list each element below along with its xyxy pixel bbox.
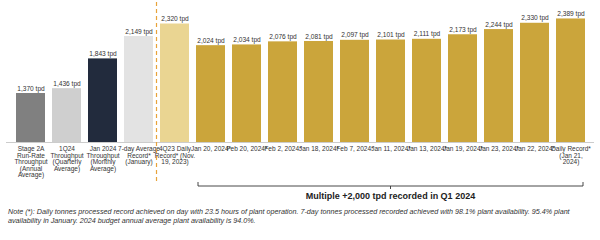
svg-text:2,101 tpd: 2,101 tpd (377, 31, 405, 39)
svg-text:Jan 23, 2024*: Jan 23, 2024* (479, 145, 520, 152)
svg-text:Jan 2024Throughput(MonthlyAver: Jan 2024Throughput(MonthlyAverage) (86, 145, 119, 173)
svg-text:Jan 20, 2024*: Jan 20, 2024* (191, 145, 232, 152)
svg-text:2,330 tpd: 2,330 tpd (521, 14, 549, 22)
svg-text:Feb 7, 2024*: Feb 7, 2024* (336, 145, 374, 152)
html-text:Note (*): Daily tonnes process: Note (*): Daily tonnes processed record … (8, 207, 570, 225)
svg-text:2,111 tpd: 2,111 tpd (414, 30, 441, 38)
html-text:Record*: Record* (127, 151, 151, 159)
svg-text:Jan 22, 2024*: Jan 22, 2024* (515, 145, 556, 152)
svg-text:1,843 tpd: 1,843 tpd (89, 50, 117, 58)
svg-text:Multiple +2,000 tpd recorded i: Multiple +2,000 tpd recorded in Q1 2024 (306, 191, 475, 201)
svg-text:Feb 20, 2024*: Feb 20, 2024* (227, 145, 268, 152)
svg-text:Stage 2ARun-RateThroughput(Ann: Stage 2ARun-RateThroughput(AnnualAverage… (14, 145, 47, 179)
svg-text:1,370 tpd: 1,370 tpd (17, 85, 45, 93)
svg-text:Jan 18, 2024*: Jan 18, 2024* (299, 145, 340, 152)
svg-text:1Q24Throughput(QuarterlyAverag: 1Q24Throughput(QuarterlyAverage) (50, 145, 83, 173)
svg-text:Daily Record*(Jan 21,2024): Daily Record*(Jan 21,2024) (551, 145, 591, 166)
svg-text:2,097 tpd: 2,097 tpd (341, 31, 369, 39)
svg-text:Jan 11, 2024*: Jan 11, 2024* (371, 145, 411, 152)
svg-text:2,244 tpd: 2,244 tpd (485, 21, 513, 29)
svg-text:2,024 tpd: 2,024 tpd (197, 37, 225, 45)
svg-text:4Q23 DailyRecord* (Nov.19, 202: 4Q23 DailyRecord* (Nov.19, 2023) (155, 145, 196, 166)
svg-text:2,173 tpd: 2,173 tpd (449, 26, 477, 34)
html-text:(January): (January) (125, 158, 153, 166)
svg-text:2,320 tpd: 2,320 tpd (161, 15, 189, 23)
svg-text:2,034 tpd: 2,034 tpd (233, 36, 261, 44)
svg-text:Feb 2, 2024*: Feb 2, 2024* (264, 145, 302, 152)
svg-text:Jan 19, 2024*: Jan 19, 2024* (443, 145, 484, 152)
svg-text:1,436 tpd: 1,436 tpd (53, 80, 81, 88)
svg-text:2,076 tpd: 2,076 tpd (269, 33, 297, 41)
svg-text:2,389 tpd: 2,389 tpd (557, 10, 585, 18)
html-text:7-day Average: 7-day Average (118, 145, 160, 153)
svg-text:2,149 tpd: 2,149 tpd (125, 28, 153, 36)
svg-text:Jan 13, 2024*: Jan 13, 2024* (407, 145, 448, 152)
svg-text:2,081 tpd: 2,081 tpd (305, 33, 333, 41)
